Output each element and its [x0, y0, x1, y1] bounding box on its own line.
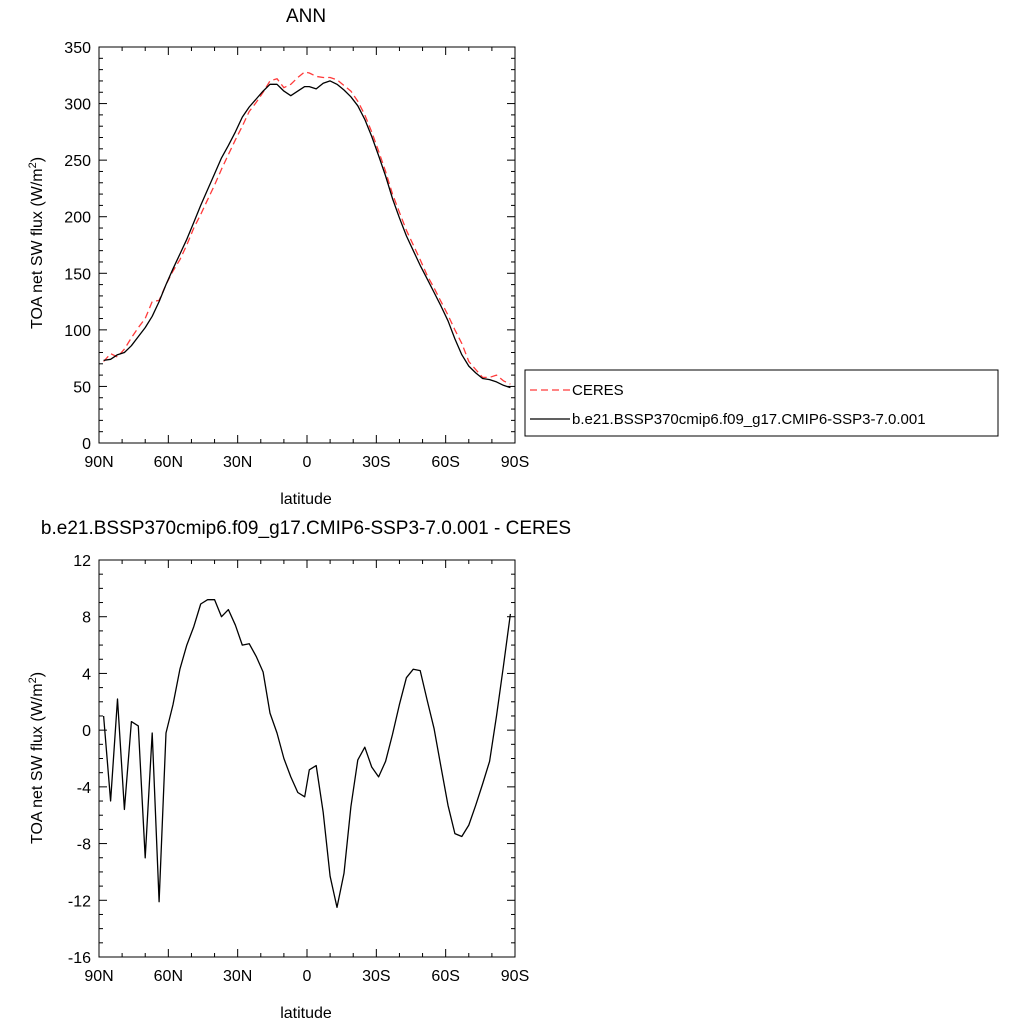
bottom-y-axis-label-close: ) — [29, 672, 46, 677]
top-y-tick-label: 250 — [64, 153, 91, 170]
top-x-tick-label: 30S — [362, 454, 390, 471]
bottom-x-axis-label: latitude — [280, 1005, 332, 1022]
top-y-tick-label: 100 — [64, 323, 91, 340]
bottom-y-axis-label-main: TOA net SW flux (W/m — [29, 683, 46, 844]
bottom-y-tick-label: -4 — [77, 780, 91, 797]
legend-ceres-label: CERES — [572, 382, 624, 399]
top-y-axis-label-sup: 2 — [27, 162, 39, 168]
bottom-x-tick-label: 0 — [303, 968, 312, 985]
bottom-x-tick-label: 60S — [431, 968, 459, 985]
top-panel: ANN latitude TOA net SW flux (W/m2) 90N 6… — [27, 6, 529, 508]
bottom-y-axis-label: TOA net SW flux (W/m2) — [27, 672, 46, 844]
top-chart-title: ANN — [286, 6, 326, 27]
top-x-tick-label: 90S — [501, 454, 529, 471]
bottom-x-tick-label: 60N — [154, 968, 183, 985]
top-plot-frame — [98, 46, 516, 444]
bottom-x-tick-label: 30S — [362, 968, 390, 985]
top-y-tick-label: 350 — [64, 40, 91, 57]
bottom-chart-title: b.e21.BSSP370cmip6.f09_g17.CMIP6-SSP3-7.… — [41, 518, 571, 539]
top-x-tick-label: 0 — [303, 454, 312, 471]
bottom-y-tick-label: -12 — [68, 893, 91, 910]
bottom-y-tick-label: 4 — [82, 666, 91, 683]
bottom-plot-frame — [98, 559, 516, 958]
bottom-panel: b.e21.BSSP370cmip6.f09_g17.CMIP6-SSP3-7.… — [27, 518, 571, 1022]
top-x-tick-label: 60N — [154, 454, 183, 471]
top-y-tick-label: 300 — [64, 97, 91, 114]
top-y-axis-label-main: TOA net SW flux (W/m — [29, 168, 46, 329]
top-x-axis-label: latitude — [280, 491, 332, 508]
top-series-line-b-e21-bssp370cmip6-f09-g17-cmip6-ssp3-7-0-001 — [103, 80, 511, 389]
top-x-tick-label: 30N — [223, 454, 252, 471]
legend-box — [524, 369, 999, 437]
top-x-tick-label: 90N — [84, 454, 113, 471]
legend-model-label: b.e21.BSSP370cmip6.f09_g17.CMIP6-SSP3-7.… — [572, 411, 926, 428]
bottom-y-tick-label: 0 — [82, 723, 91, 740]
bottom-x-tick-label: 90S — [501, 968, 529, 985]
top-x-tick-label: 60S — [431, 454, 459, 471]
bottom-y-axis-label-sup: 2 — [27, 677, 39, 683]
bottom-y-tick-label: -16 — [68, 950, 91, 967]
bottom-y-tick-label: 12 — [73, 553, 91, 570]
bottom-y-tick-label: 8 — [82, 610, 91, 627]
bottom-y-tick-label: -8 — [77, 837, 91, 854]
top-y-axis-label-close: ) — [29, 157, 46, 162]
bottom-series-line-difference — [102, 599, 512, 909]
top-y-tick-label: 150 — [64, 266, 91, 283]
top-y-tick-label: 0 — [82, 436, 91, 453]
bottom-x-tick-label: 90N — [84, 968, 113, 985]
top-y-axis-label: TOA net SW flux (W/m2) — [27, 157, 46, 329]
top-y-tick-label: 200 — [64, 210, 91, 227]
legend: CERES b.e21.BSSP370cmip6.f09_g17.CMIP6-S… — [524, 369, 999, 437]
top-series-line-ceres — [103, 71, 511, 385]
top-y-tick-label: 50 — [73, 379, 91, 396]
bottom-x-tick-label: 30N — [223, 968, 252, 985]
